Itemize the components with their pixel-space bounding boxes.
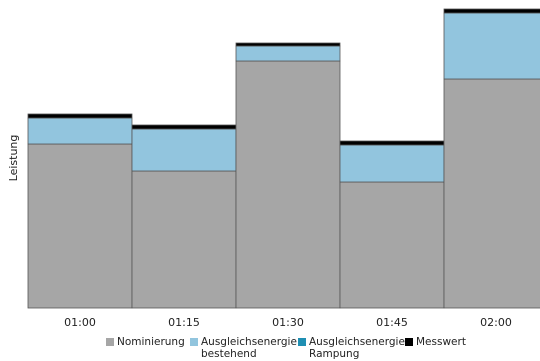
x-tick-label: 01:45 (376, 316, 408, 329)
legend-swatch (106, 338, 114, 346)
bar-segment (339, 144, 445, 183)
bar-segment (27, 143, 133, 309)
bar-segment (443, 8, 540, 14)
y-axis-label: Leistung (7, 135, 20, 182)
bar-segment (131, 128, 237, 172)
bar-segment (131, 170, 237, 309)
legend-swatch (190, 338, 198, 346)
legend-label: Nominierung (117, 336, 185, 348)
x-tick-label: 01:30 (272, 316, 304, 329)
bar-segment (235, 42, 341, 47)
bar-segment (131, 124, 237, 130)
legend-item: Nominierung (106, 336, 186, 348)
legend-item: Ausgleichsenergie bestehend (190, 336, 297, 360)
bar-segment (339, 181, 445, 309)
legend-label: Ausgleichsenergie Rampung (309, 336, 405, 360)
legend-label: Messwert (416, 336, 466, 348)
bar-segment (443, 78, 540, 309)
x-tick-label: 02:00 (480, 316, 512, 329)
bar-segment (235, 45, 341, 62)
bar-segment (443, 12, 540, 80)
bar-segment (27, 113, 133, 119)
bar-segment (339, 140, 445, 146)
bar-segment (235, 60, 341, 309)
x-tick-label: 01:15 (168, 316, 200, 329)
x-tick-label: 01:00 (64, 316, 96, 329)
legend-swatch (298, 338, 306, 346)
legend-swatch (405, 338, 413, 346)
bar-segment (27, 117, 133, 145)
legend-label: Ausgleichsenergie bestehend (201, 336, 297, 360)
legend-item: Ausgleichsenergie Rampung (298, 336, 405, 360)
legend-item: Messwert (405, 336, 485, 348)
